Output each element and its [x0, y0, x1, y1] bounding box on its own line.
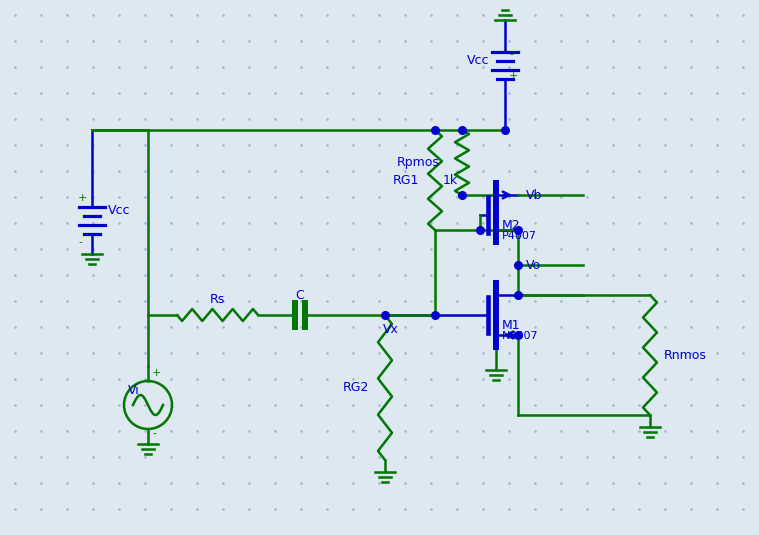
Text: N4007: N4007 [502, 331, 539, 341]
Text: +: + [152, 368, 162, 378]
Text: Vo: Vo [526, 258, 541, 271]
Text: Rs: Rs [210, 293, 225, 305]
Text: RG2: RG2 [343, 381, 370, 394]
Text: M1: M1 [502, 318, 521, 332]
Text: Vcc: Vcc [108, 203, 131, 217]
Text: +: + [509, 71, 518, 81]
Text: Vx: Vx [383, 323, 399, 335]
Text: RG1: RG1 [393, 173, 420, 187]
Text: -: - [509, 49, 513, 59]
Text: P4007: P4007 [502, 231, 537, 241]
Text: -: - [152, 428, 156, 438]
Text: Vb: Vb [526, 188, 543, 202]
Text: Rpmos: Rpmos [397, 156, 440, 169]
Text: Vcc: Vcc [467, 54, 490, 66]
Text: C: C [295, 288, 304, 302]
Text: Vi: Vi [128, 385, 140, 398]
Text: M2: M2 [502, 218, 521, 232]
Text: 1k: 1k [443, 173, 458, 187]
Text: Rnmos: Rnmos [664, 348, 707, 362]
Text: -: - [78, 237, 82, 247]
Text: +: + [78, 193, 87, 203]
